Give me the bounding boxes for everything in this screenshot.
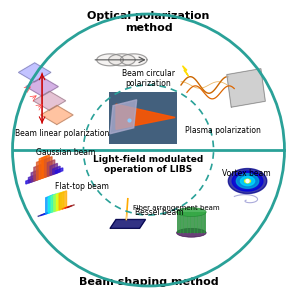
Text: Beam circular
polarization: Beam circular polarization — [122, 69, 175, 88]
Polygon shape — [54, 193, 61, 212]
Polygon shape — [64, 206, 72, 208]
Polygon shape — [45, 157, 52, 177]
Polygon shape — [34, 164, 41, 181]
Polygon shape — [43, 212, 50, 215]
Text: Beam linear polarization: Beam linear polarization — [15, 129, 110, 138]
Polygon shape — [31, 170, 39, 182]
Polygon shape — [38, 214, 45, 217]
Polygon shape — [48, 194, 56, 213]
Polygon shape — [62, 206, 69, 209]
Polygon shape — [232, 171, 263, 191]
Polygon shape — [40, 213, 48, 216]
Polygon shape — [26, 77, 58, 96]
Polygon shape — [227, 69, 265, 107]
Polygon shape — [97, 54, 123, 66]
Ellipse shape — [177, 208, 206, 217]
Polygon shape — [33, 91, 66, 110]
Text: Optical polarization
method: Optical polarization method — [87, 11, 210, 33]
Polygon shape — [228, 169, 267, 194]
Text: Flat-top beam: Flat-top beam — [55, 182, 109, 191]
Polygon shape — [246, 180, 249, 182]
Polygon shape — [50, 164, 57, 175]
Polygon shape — [182, 66, 188, 76]
Polygon shape — [244, 179, 250, 183]
Polygon shape — [109, 54, 135, 66]
Polygon shape — [53, 166, 60, 175]
Polygon shape — [29, 175, 36, 183]
Text: Beam shaping method: Beam shaping method — [79, 277, 218, 286]
Polygon shape — [42, 155, 49, 178]
Polygon shape — [41, 105, 73, 124]
Ellipse shape — [177, 228, 206, 237]
FancyBboxPatch shape — [109, 92, 177, 144]
Polygon shape — [110, 220, 146, 228]
Polygon shape — [67, 205, 75, 208]
Text: Bessel beam: Bessel beam — [135, 208, 184, 217]
Polygon shape — [18, 63, 51, 82]
Polygon shape — [110, 100, 137, 134]
Polygon shape — [39, 156, 47, 179]
Text: Fiber arrangement beam: Fiber arrangement beam — [133, 205, 220, 211]
Text: Light-field modulated
operation of LIBS: Light-field modulated operation of LIBS — [93, 155, 204, 175]
Polygon shape — [120, 54, 147, 66]
Polygon shape — [241, 176, 255, 186]
Polygon shape — [26, 178, 33, 184]
FancyBboxPatch shape — [177, 212, 206, 233]
Text: Vortex beam: Vortex beam — [222, 169, 271, 178]
Polygon shape — [51, 193, 59, 212]
Text: Gaussian beam: Gaussian beam — [36, 148, 96, 158]
Polygon shape — [56, 192, 64, 211]
Polygon shape — [236, 174, 259, 188]
Polygon shape — [47, 160, 55, 176]
Polygon shape — [37, 159, 44, 180]
Polygon shape — [59, 191, 67, 210]
Text: Plasma polarization: Plasma polarization — [185, 126, 261, 135]
Polygon shape — [116, 104, 175, 129]
Polygon shape — [46, 195, 53, 214]
Polygon shape — [55, 168, 63, 174]
